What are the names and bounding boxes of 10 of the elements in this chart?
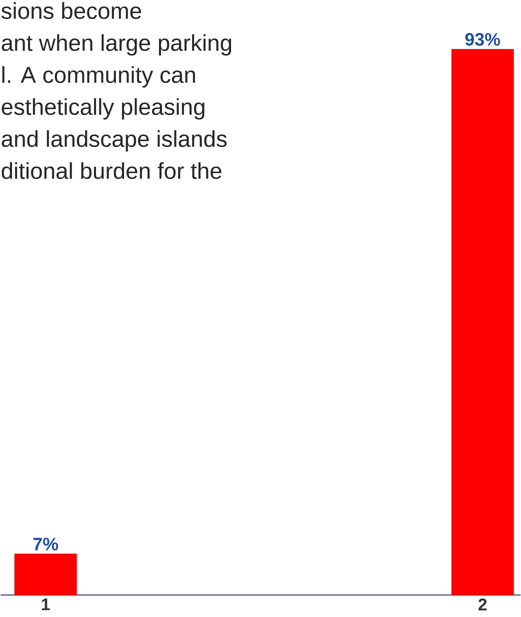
x-tick-label: 2	[478, 598, 487, 610]
data-label: 93%	[465, 33, 500, 46]
annotation: l. A community can	[2, 66, 195, 88]
annotation: and landscape islands	[2, 130, 227, 152]
annotation: ant when large parking	[2, 34, 232, 56]
annotation: ditional burden for the	[2, 162, 222, 180]
annotation: esthetically pleasing	[2, 98, 204, 120]
x-tick-label: 1	[42, 598, 50, 610]
text: sions become	[1, 2, 142, 20]
data-label: 7%	[33, 538, 58, 550]
